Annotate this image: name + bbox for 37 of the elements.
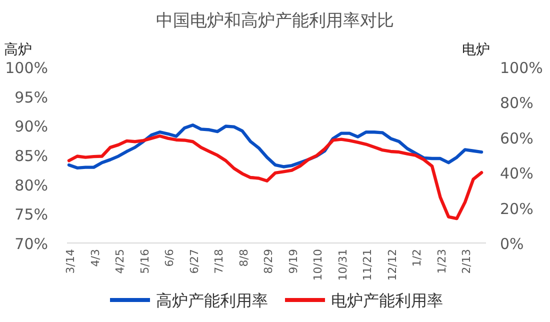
x-tick-label: 6/27 [188, 249, 201, 274]
y-tick-label: 95% [14, 88, 48, 106]
x-tick-label: 3/14 [64, 249, 77, 274]
line-series [67, 134, 484, 220]
y-tick-label: 85% [14, 147, 48, 165]
y2-tick-label: 60% [500, 129, 534, 148]
x-tick-label: 9/19 [286, 249, 300, 274]
y2-tick-label: 0% [500, 235, 524, 253]
y-tick-label: 75% [14, 206, 48, 224]
y2-tick-label: 100% [500, 59, 543, 77]
legend-label: 高炉产能利用率 [156, 291, 268, 310]
y2-tick-label: 80% [500, 94, 534, 112]
y-tick-label: 90% [14, 118, 48, 136]
x-tick-label: 8/29 [262, 249, 276, 274]
x-tick-label: 12/12 [386, 249, 399, 281]
x-tick-label: 8/8 [237, 249, 250, 267]
chart-title: 中国电炉和高炉产能利用率对比 [156, 11, 394, 31]
x-tick-label: 5/16 [138, 249, 152, 274]
x-tick-label: 10/31 [336, 249, 350, 281]
y-axis-title: 高炉 [4, 42, 32, 58]
legend-label: 电炉产能利用率 [331, 291, 443, 310]
x-tick-label: 4/25 [114, 249, 127, 274]
x-tick-label: 4/3 [88, 249, 102, 267]
x-tick-label: 7/18 [212, 249, 226, 274]
y-tick-label: 70% [14, 235, 48, 253]
x-tick-label: 1/23 [435, 249, 448, 274]
x-tick-label: 1/2 [410, 249, 424, 267]
y-tick-label: 80% [14, 176, 48, 194]
line-series [67, 123, 484, 170]
y2-tick-label: 20% [500, 200, 534, 218]
x-tick-label: 11/21 [361, 249, 374, 281]
x-tick-label: 6/6 [163, 249, 176, 267]
x-tick-label: 10/10 [312, 249, 325, 281]
x-tick-label: 2/13 [460, 249, 474, 274]
y-tick-label: 100% [5, 59, 48, 77]
y2-axis-title: 电炉 [462, 42, 490, 58]
y2-tick-label: 40% [500, 164, 534, 183]
